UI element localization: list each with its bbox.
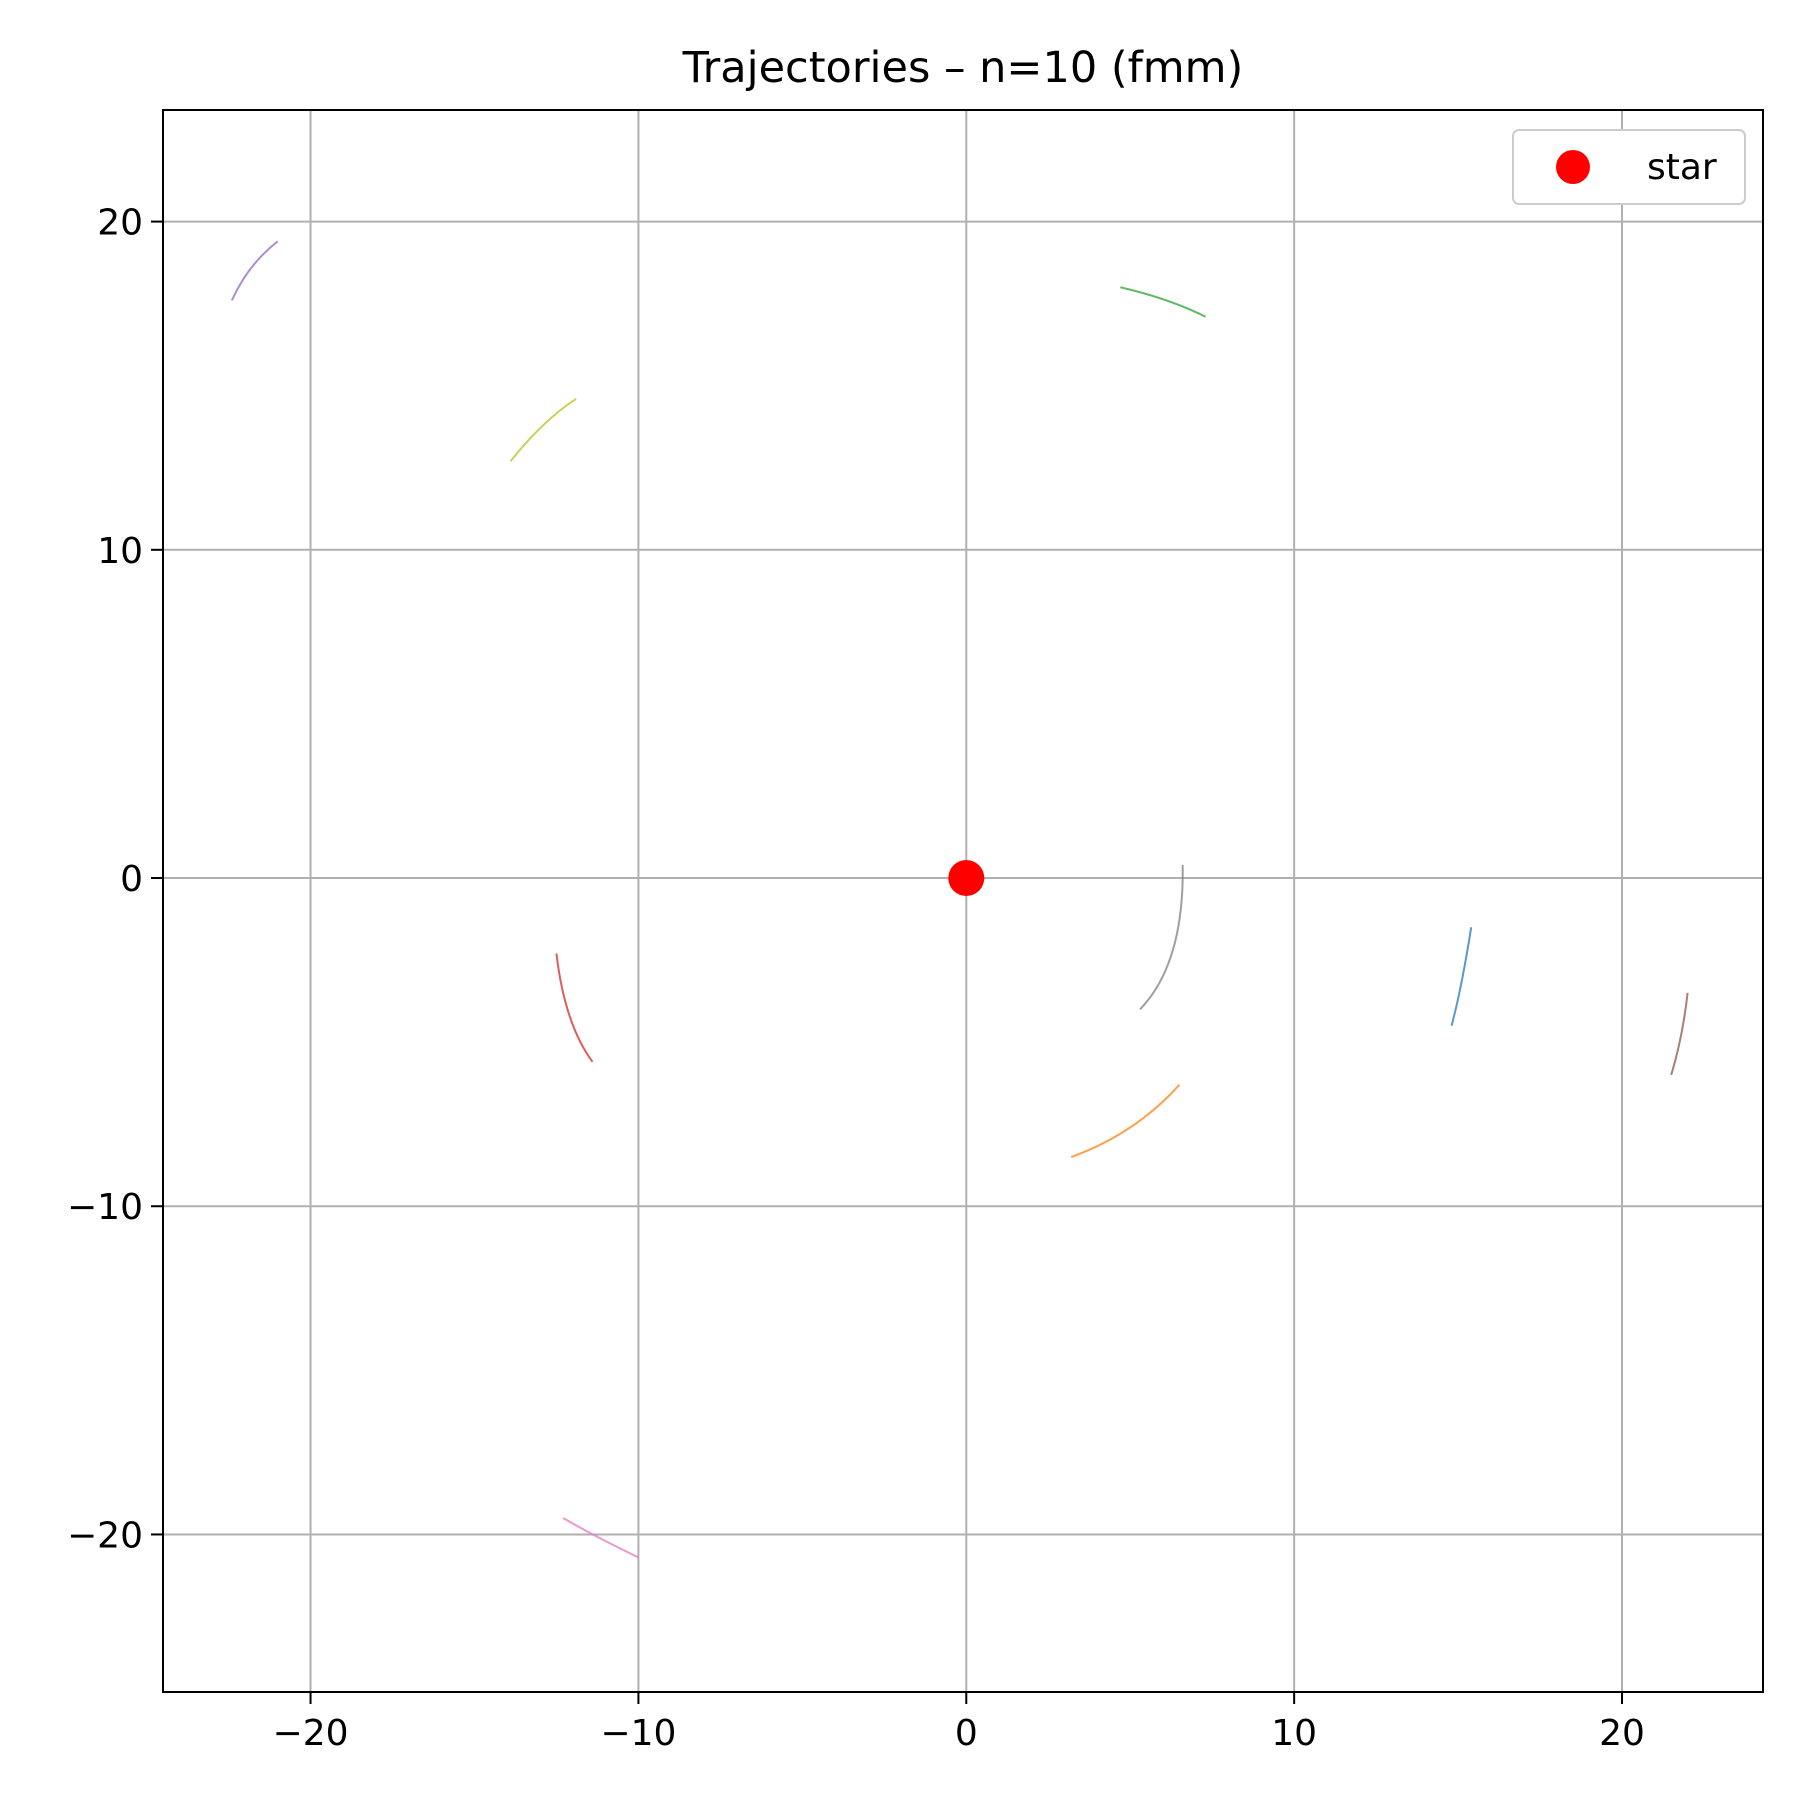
legend: star [1512, 129, 1746, 205]
trajectory-line-2 [1070, 1084, 1181, 1158]
chart-title: Trajectories – n=10 (fmm) [682, 43, 1244, 93]
y-tick-label: 20 [97, 203, 143, 244]
x-tick-label: 20 [1599, 1713, 1645, 1754]
trajectory-line-5 [230, 240, 279, 301]
trajectory-line-8 [1139, 864, 1184, 1011]
y-tick-label: 10 [97, 531, 143, 572]
trajectory-line-3 [1120, 286, 1207, 318]
plot-frame [162, 109, 1764, 1693]
x-tick-label: 0 [955, 1713, 978, 1754]
x-tick-label: −10 [600, 1713, 676, 1754]
y-tick-label: −20 [67, 1515, 143, 1556]
trajectory-series [230, 240, 1689, 1559]
y-axis-ticks: 20 10 0 −10 −20 [67, 203, 163, 1556]
y-tick-label: −10 [67, 1187, 143, 1228]
grid [163, 110, 1763, 1692]
y-tick-label: 0 [120, 859, 143, 900]
x-axis-ticks: −20 −10 0 10 20 [273, 1692, 1645, 1754]
trajectory-line-7 [562, 1517, 639, 1559]
trajectory-line-6 [1670, 992, 1689, 1076]
trajectory-line-4 [555, 953, 594, 1063]
legend-label-star: star [1647, 147, 1717, 188]
trajectory-line-1 [1450, 927, 1473, 1026]
legend-star-marker [1556, 150, 1590, 184]
star-marker-layer [948, 860, 985, 897]
legend-box [1512, 129, 1746, 205]
star-marker [948, 860, 985, 897]
x-tick-label: 10 [1271, 1713, 1317, 1754]
trajectory-line-9 [509, 397, 577, 462]
x-tick-label: −20 [273, 1713, 349, 1754]
